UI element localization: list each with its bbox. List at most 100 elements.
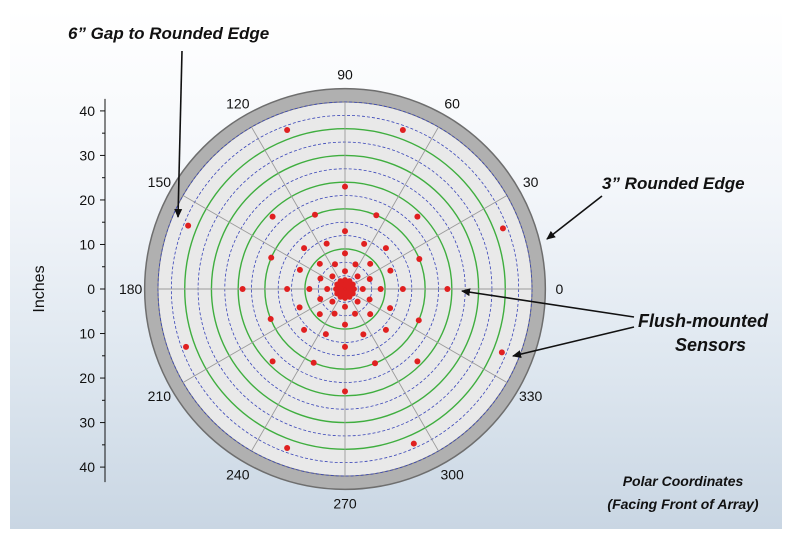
- sensor-point: [367, 311, 374, 318]
- sensor-point: [239, 286, 246, 292]
- sensor-point: [342, 321, 348, 328]
- sensor-point: [367, 260, 374, 267]
- sensor-point: [498, 349, 505, 356]
- sensor-point: [399, 127, 406, 134]
- sensor-point: [284, 127, 291, 134]
- sensor-point: [342, 343, 348, 350]
- sensor-point: [361, 240, 368, 247]
- sensor-point: [354, 298, 361, 305]
- arrow-sensor-2: [512, 326, 635, 359]
- sensor-point: [387, 267, 394, 274]
- sensor-point: [311, 211, 318, 218]
- angle-label: 180: [119, 281, 143, 297]
- sensor-point: [342, 388, 348, 395]
- sensor-point: [267, 316, 274, 323]
- annotation-sensors-line1: Flush-mounted: [638, 311, 769, 331]
- angle-label: 60: [444, 95, 460, 111]
- sensor-point: [331, 310, 338, 317]
- grid-spoke: [344, 126, 439, 290]
- sensor-point: [414, 358, 421, 365]
- angle-label: 0: [555, 281, 563, 297]
- y-tick-label: 40: [79, 103, 95, 119]
- sensor-point: [331, 261, 338, 268]
- grid-spoke: [251, 126, 346, 290]
- angle-label: 270: [333, 495, 357, 511]
- sensor-point: [399, 286, 406, 292]
- sensor-point: [342, 268, 348, 275]
- sensor-point: [382, 245, 389, 252]
- grid-spoke: [344, 288, 508, 383]
- sensor-point: [372, 360, 379, 367]
- sensor-point: [366, 275, 373, 282]
- angle-label: 150: [148, 174, 172, 190]
- grid-spoke: [344, 288, 439, 452]
- sensor-point: [316, 260, 323, 267]
- caption-line1: Polar Coordinates: [623, 473, 744, 489]
- arrow-edge: [546, 195, 603, 240]
- sensor-point: [342, 183, 348, 190]
- sensor-point: [183, 343, 190, 350]
- sensor-point: [373, 212, 380, 219]
- sensor-point: [345, 289, 352, 296]
- angle-label: 210: [148, 388, 172, 404]
- sensor-point: [377, 286, 384, 292]
- sensor-point: [382, 326, 389, 333]
- angle-label: 90: [337, 67, 353, 83]
- sensor-point: [301, 326, 308, 333]
- sensor-point: [352, 261, 359, 268]
- grid-spoke: [182, 288, 346, 383]
- sensor-point: [342, 250, 348, 257]
- grid-spoke: [182, 195, 346, 290]
- sensor-point: [360, 331, 367, 338]
- y-axis-label: Inches: [31, 265, 48, 312]
- sensor-point: [410, 440, 417, 447]
- sensor-point: [359, 286, 366, 292]
- y-tick-label: 30: [79, 147, 95, 163]
- sensor-point: [284, 286, 291, 292]
- arrow-gap: [174, 50, 183, 218]
- sensor-point: [296, 266, 303, 273]
- sensor-point: [444, 286, 451, 292]
- grid-spoke: [251, 288, 346, 452]
- caption-line2: (Facing Front of Array): [607, 496, 758, 512]
- annotation-gap-label: 6” Gap to Rounded Edge: [68, 24, 269, 43]
- y-tick-label: 0: [87, 281, 95, 297]
- angle-label: 240: [226, 467, 250, 483]
- y-tick-label: 10: [79, 326, 95, 342]
- sensor-point: [317, 275, 324, 282]
- sensor-point: [301, 245, 308, 252]
- sensor-point: [329, 273, 336, 280]
- sensor-point: [387, 305, 394, 312]
- sensor-point: [415, 317, 422, 324]
- sensor-point: [269, 213, 276, 220]
- y-tick-label: 40: [79, 459, 95, 475]
- y-tick-label: 10: [79, 236, 95, 252]
- chart-panel: 0 30 60 90 120 150 180 210 240 270 300 330 40 30 20 10…: [10, 9, 782, 529]
- y-tick-label: 30: [79, 415, 95, 431]
- annotation-edge-label: 3” Rounded Edge: [602, 174, 745, 193]
- y-tick-label: 20: [79, 370, 95, 386]
- sensor-point: [185, 222, 192, 229]
- sensor-point: [349, 290, 356, 297]
- sensor-point: [268, 254, 275, 261]
- sensor-point: [306, 286, 313, 292]
- sensor-point: [323, 240, 330, 247]
- sensor-point: [499, 225, 506, 232]
- annotation-sensors-line2: Sensors: [675, 335, 746, 355]
- grid-spoke: [344, 195, 508, 290]
- angle-label: 300: [440, 467, 464, 483]
- sensor-point: [329, 298, 336, 305]
- sensor-point: [310, 359, 317, 366]
- arrow-sensor-1: [461, 288, 635, 318]
- sensor-point: [316, 311, 323, 318]
- sensor-point: [352, 310, 359, 317]
- sensor-point: [416, 255, 423, 262]
- sensor-point: [284, 444, 291, 451]
- sensor-point: [342, 228, 348, 235]
- sensor-point: [342, 303, 348, 310]
- sensor-point: [324, 286, 331, 292]
- sensor-point: [354, 273, 361, 280]
- sensor-point: [317, 296, 324, 303]
- y-tick-label: 20: [79, 192, 95, 208]
